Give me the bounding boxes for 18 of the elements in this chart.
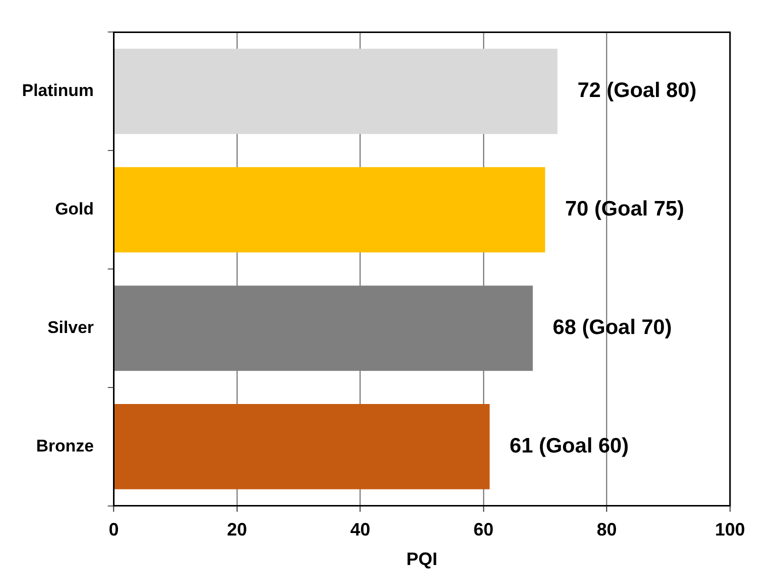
y-tick-label: Platinum <box>22 81 94 100</box>
y-tick-label: Gold <box>55 199 94 218</box>
x-axis-title: PQI <box>406 549 438 570</box>
y-tick-label: Bronze <box>36 436 94 456</box>
x-tick-label: 80 <box>596 520 617 540</box>
bar <box>114 167 546 252</box>
data-label: 70 (Goal 75) <box>565 198 684 221</box>
y-tick-label: Silver <box>47 318 94 337</box>
data-label: 72 (Goal 80) <box>577 79 697 102</box>
data-label: 68 (Goal 70) <box>552 316 672 339</box>
x-tick-label: 0 <box>108 520 119 540</box>
x-tick-label: 20 <box>227 520 248 540</box>
bar <box>114 404 490 490</box>
x-tick-label: 100 <box>714 520 746 540</box>
x-tick-label: 40 <box>350 520 370 540</box>
x-tick-label: 60 <box>473 520 494 540</box>
data-label: 61 (Goal 60) <box>510 434 629 458</box>
bar <box>114 48 558 134</box>
